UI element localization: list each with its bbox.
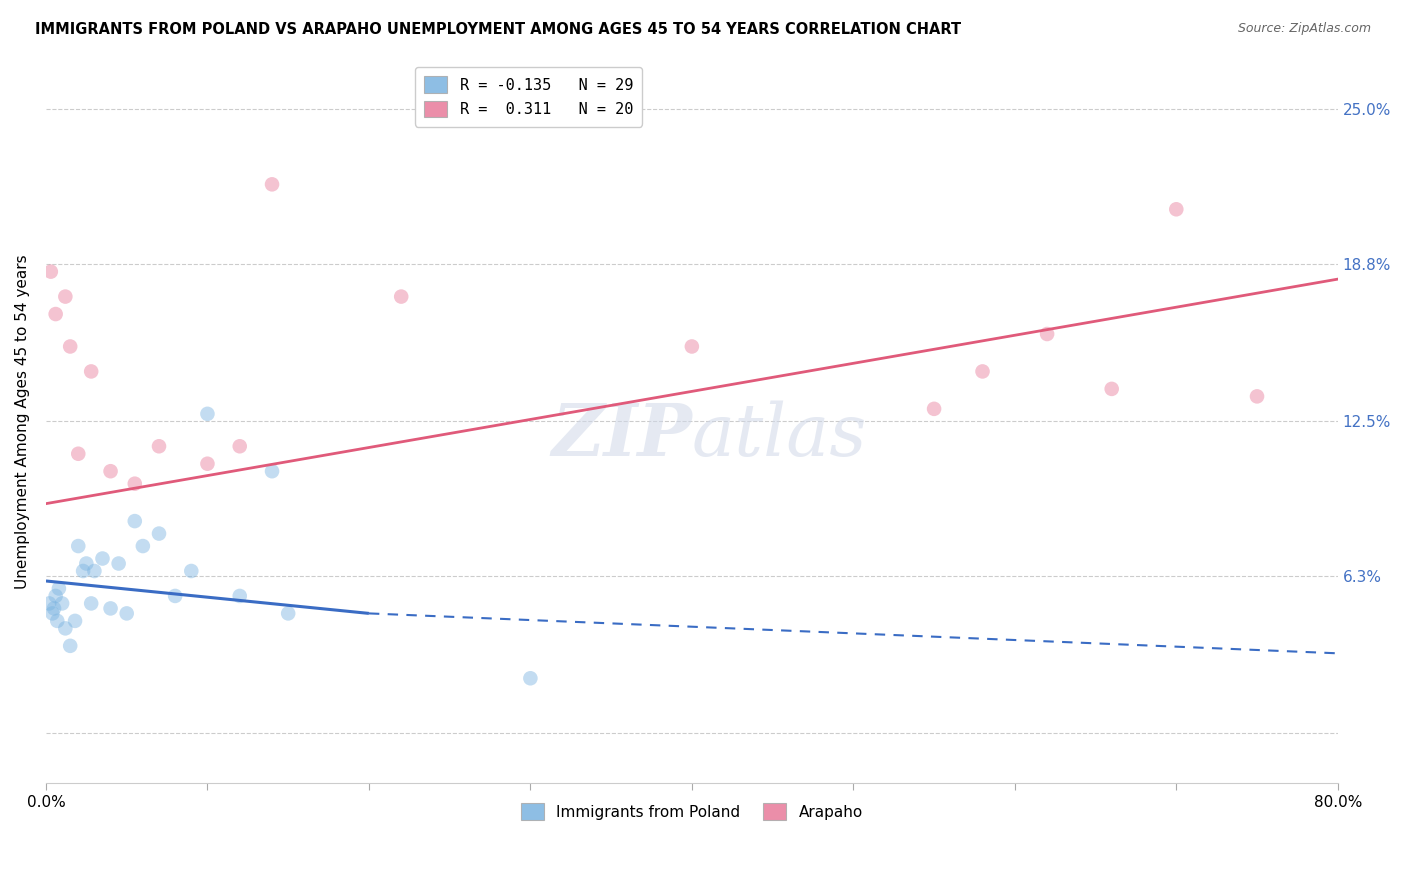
Point bbox=[80, 596, 103, 610]
Text: IMMIGRANTS FROM POLAND VS ARAPAHO UNEMPLOYMENT AMONG AGES 45 TO 54 YEARS CORRELA: IMMIGRANTS FROM POLAND VS ARAPAHO UNEMPL… bbox=[35, 22, 962, 37]
Point bbox=[115, 607, 138, 621]
Point bbox=[229, 589, 252, 603]
Point bbox=[124, 476, 146, 491]
Point bbox=[45, 589, 67, 603]
Point bbox=[1036, 326, 1059, 341]
Point bbox=[260, 464, 283, 478]
Point bbox=[165, 589, 187, 603]
Point bbox=[59, 639, 82, 653]
Point bbox=[124, 514, 146, 528]
Point bbox=[519, 671, 541, 685]
Text: Source: ZipAtlas.com: Source: ZipAtlas.com bbox=[1237, 22, 1371, 36]
Point bbox=[229, 439, 252, 453]
Text: ZIP: ZIP bbox=[551, 401, 692, 471]
Point bbox=[59, 339, 82, 353]
Point bbox=[148, 439, 170, 453]
Point bbox=[39, 265, 62, 279]
Point bbox=[38, 596, 60, 610]
Legend: Immigrants from Poland, Arapaho: Immigrants from Poland, Arapaho bbox=[515, 797, 869, 826]
Point bbox=[197, 407, 219, 421]
Point bbox=[148, 526, 170, 541]
Point bbox=[53, 621, 76, 635]
Point bbox=[100, 464, 122, 478]
Point bbox=[42, 601, 65, 615]
Point bbox=[67, 539, 90, 553]
Point bbox=[389, 289, 412, 303]
Point bbox=[75, 557, 97, 571]
Point bbox=[67, 447, 90, 461]
Point bbox=[91, 551, 114, 566]
Point bbox=[80, 364, 103, 378]
Point bbox=[277, 607, 299, 621]
Point bbox=[53, 289, 76, 303]
Y-axis label: Unemployment Among Ages 45 to 54 years: Unemployment Among Ages 45 to 54 years bbox=[15, 254, 30, 589]
Point bbox=[681, 339, 703, 353]
Point bbox=[1101, 382, 1123, 396]
Point bbox=[180, 564, 202, 578]
Point bbox=[1246, 389, 1268, 403]
Point bbox=[260, 178, 283, 192]
Point bbox=[63, 614, 86, 628]
Point bbox=[41, 607, 63, 621]
Text: atlas: atlas bbox=[692, 401, 868, 471]
Point bbox=[83, 564, 105, 578]
Point bbox=[132, 539, 155, 553]
Point bbox=[45, 307, 67, 321]
Point bbox=[51, 596, 73, 610]
Point bbox=[922, 401, 945, 416]
Point bbox=[72, 564, 94, 578]
Point bbox=[100, 601, 122, 615]
Point bbox=[48, 582, 70, 596]
Point bbox=[107, 557, 129, 571]
Point bbox=[46, 614, 69, 628]
Point bbox=[972, 364, 994, 378]
Point bbox=[1166, 202, 1188, 217]
Point bbox=[197, 457, 219, 471]
